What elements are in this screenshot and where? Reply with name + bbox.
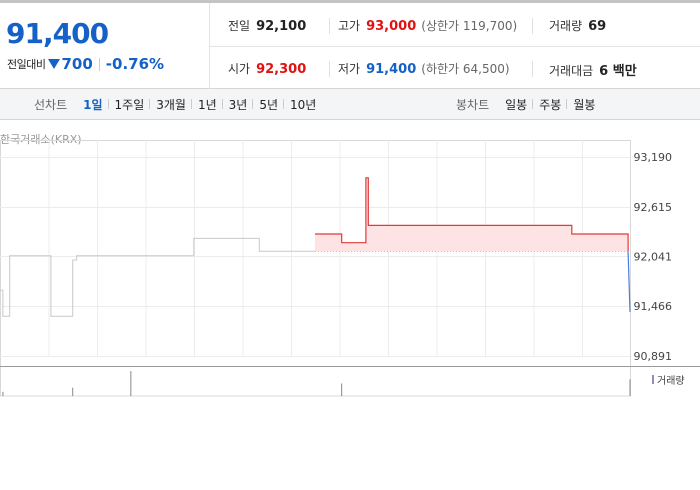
tab-monthly-candle[interactable]: 월봉 — [566, 96, 601, 113]
stat-label: 거래대금 — [549, 64, 594, 78]
y-tick-label: 91,466 — [634, 300, 673, 313]
series-line-previous-day — [0, 237, 315, 317]
volume-legend-label: 거래량 — [657, 376, 685, 387]
divider — [329, 18, 330, 34]
volume-swatch — [652, 375, 654, 384]
change-value: 700 — [61, 55, 93, 73]
tab-1-year[interactable]: 1년 — [190, 96, 223, 113]
price-box: 91,400 전일대비 700 -0.76% — [0, 3, 210, 89]
y-tick-label: 90,891 — [634, 350, 673, 363]
tab-3-years[interactable]: 3년 — [221, 96, 254, 113]
tab-3-months[interactable]: 3개월 — [149, 96, 192, 113]
stat-label: 거래량 — [549, 19, 583, 33]
tab-5-years[interactable]: 5년 — [252, 96, 284, 113]
y-tick-label: 93,190 — [634, 151, 673, 164]
stat-value: 69 — [588, 19, 607, 34]
stock-summary-panel: 91,400 전일대비 700 -0.76% 전일 92,100 고가 93,0… — [0, 0, 700, 89]
tab-daily-candle[interactable]: 일봉 — [505, 98, 528, 112]
stat-low: 저가 91,400 (하한가 64,500) — [338, 60, 510, 77]
stat-volume: 거래량 69 — [549, 17, 606, 34]
stat-open: 시가 92,300 — [228, 60, 306, 77]
stat-high: 고가 93,000 (상한가 119,700) — [338, 17, 517, 34]
lower-limit: (하한가 64,500) — [421, 62, 510, 76]
divider — [329, 61, 330, 77]
tab-1-day[interactable]: 1일 — [83, 98, 103, 112]
candle-chart-tabs: 봉차트 일봉 주봉 월봉 — [456, 89, 601, 120]
divider — [210, 46, 700, 47]
tab-weekly-candle[interactable]: 주봉 — [532, 96, 567, 113]
line-chart-label: 선차트 — [34, 98, 68, 112]
tab-10-years[interactable]: 10년 — [283, 96, 322, 113]
data-source: 한국거래소(KRX) — [0, 133, 82, 146]
candle-chart-label: 봉차트 — [456, 98, 490, 112]
series-line-today — [315, 177, 629, 252]
stat-label: 저가 — [338, 62, 361, 76]
stat-label: 전일 — [228, 19, 251, 33]
chart-frame — [0, 140, 631, 397]
down-arrow-icon — [48, 59, 61, 69]
divider — [532, 18, 533, 34]
change-row: 전일대비 700 -0.76% — [7, 55, 164, 73]
stat-trade-amount: 거래대금 6 백만 — [549, 60, 637, 79]
stat-value: 6 백만 — [599, 64, 637, 79]
divider — [98, 57, 100, 71]
tab-1-week[interactable]: 1주일 — [107, 96, 151, 113]
stat-label: 고가 — [338, 19, 361, 33]
stat-value: 92,100 — [256, 19, 307, 34]
line-chart-tabs: 선차트 1일 1주일 3개월 1년 3년 5년 10년 — [34, 89, 322, 120]
y-tick-label: 92,615 — [634, 201, 673, 214]
series-line-today-drop — [627, 251, 631, 312]
chart-period-tabbar: 선차트 1일 1주일 3개월 1년 3년 5년 10년 봉차트 일봉 주봉 월봉 — [0, 89, 700, 120]
stat-value: 91,400 — [366, 62, 417, 77]
stat-value: 92,300 — [256, 62, 307, 77]
volume-legend: 거래량 — [652, 372, 685, 387]
y-tick-label: 92,041 — [634, 250, 673, 263]
series-area-today — [315, 177, 629, 252]
upper-limit: (상한가 119,700) — [421, 19, 518, 33]
current-price: 91,400 — [6, 17, 109, 50]
stat-label: 시가 — [228, 62, 251, 76]
stat-value: 93,000 — [366, 19, 417, 34]
change-label: 전일대비 — [7, 58, 46, 71]
stat-prev-close: 전일 92,100 — [228, 17, 306, 34]
change-percent: -0.76% — [105, 55, 165, 73]
divider — [532, 61, 533, 77]
intraday-price-chart: 93,190 92,615 92,041 91,466 90,891 — [0, 140, 700, 397]
